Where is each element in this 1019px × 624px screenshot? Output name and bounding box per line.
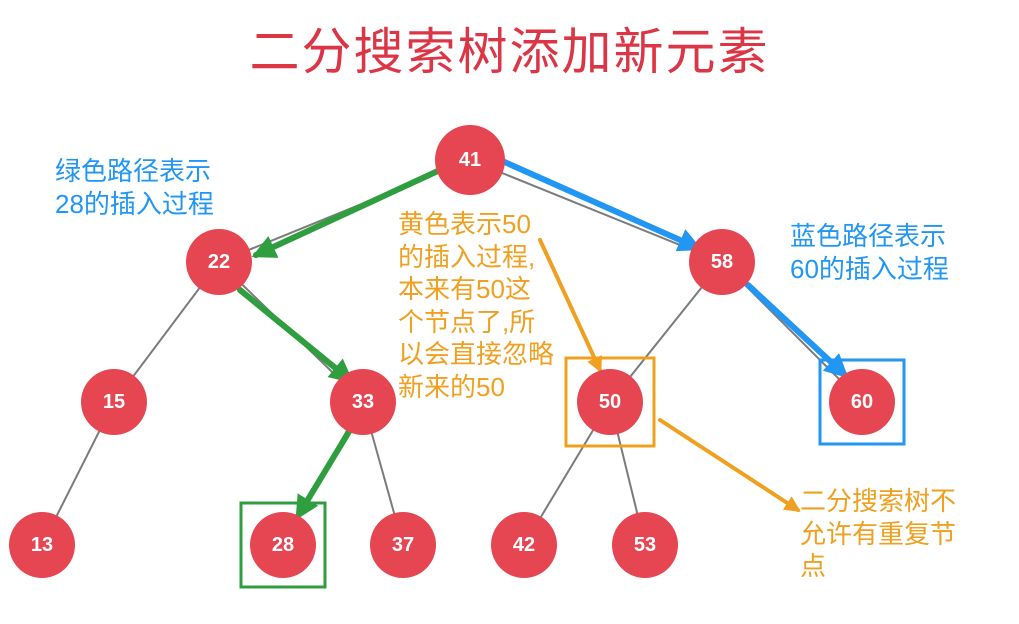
tree-node-label: 37 xyxy=(392,534,414,556)
highlight-box xyxy=(241,503,325,587)
tree-edge xyxy=(363,402,403,545)
tree-edge xyxy=(610,262,722,402)
tree-node xyxy=(829,369,895,435)
path-arrow xyxy=(240,290,350,380)
annotation: 二分搜索树不 允许有重复节 点 xyxy=(800,485,1010,583)
tree-node-label: 15 xyxy=(103,391,125,413)
tree-node xyxy=(435,125,505,195)
path-arrow xyxy=(298,430,350,516)
tree-node xyxy=(9,512,75,578)
tree-node xyxy=(370,512,436,578)
tree-node-label: 42 xyxy=(513,534,535,556)
path-arrow xyxy=(748,285,845,375)
tree-node xyxy=(689,229,755,295)
tree-edge xyxy=(114,262,219,402)
annotation: 绿色路径表示 28的插入过程 xyxy=(55,155,265,220)
tree-node-label: 33 xyxy=(352,391,374,413)
highlight-box xyxy=(820,360,904,444)
diagram-stage: { "type": "tree", "title": { "text": "二分… xyxy=(0,0,1019,624)
tree-node xyxy=(612,512,678,578)
tree-node-label: 28 xyxy=(272,534,294,556)
tree-node-label: 53 xyxy=(634,534,656,556)
tree-node-label: 50 xyxy=(599,391,621,413)
tree-node-label: 58 xyxy=(711,251,733,273)
tree-edge xyxy=(283,402,363,545)
path-arrow xyxy=(660,420,798,510)
tree-edge xyxy=(524,402,610,545)
tree-node xyxy=(186,229,252,295)
tree-node-label: 41 xyxy=(459,149,481,171)
tree-node xyxy=(250,512,316,578)
page-title: 二分搜索树添加新元素 xyxy=(0,12,1019,84)
tree-edge xyxy=(42,402,114,545)
tree-node xyxy=(330,369,396,435)
tree-node-label: 60 xyxy=(851,391,873,413)
annotation: 蓝色路径表示 60的插入过程 xyxy=(790,220,1010,285)
tree-node-label: 22 xyxy=(208,251,230,273)
tree-edge xyxy=(610,402,645,545)
annotation: 黄色表示50 的插入过程, 本来有50这 个节点了,所 以会直接忽略 新来的50 xyxy=(398,208,598,403)
tree-edge xyxy=(219,262,363,402)
tree-node xyxy=(491,512,557,578)
tree-node-label: 13 xyxy=(31,534,53,556)
tree-node xyxy=(81,369,147,435)
